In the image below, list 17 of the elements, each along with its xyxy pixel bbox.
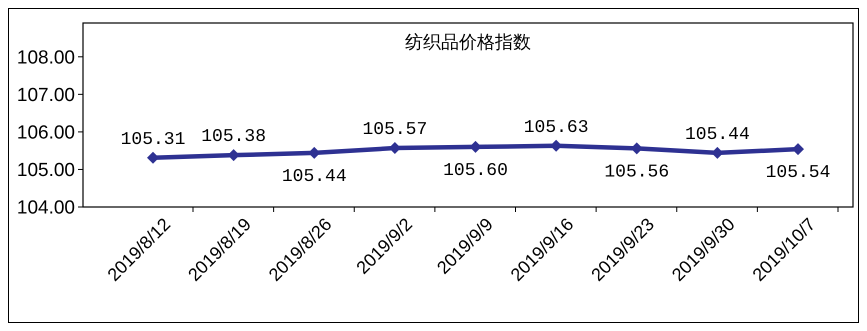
text: 105.44 xyxy=(282,166,347,187)
y-tick-label: 106.00 xyxy=(16,122,75,144)
y-tick-label: 105.00 xyxy=(16,160,75,182)
text: 纺织品价格指数 xyxy=(405,32,531,53)
text: 105.57 xyxy=(362,120,428,140)
point xyxy=(147,152,159,164)
text: 105.31 xyxy=(120,130,186,150)
text: 105.54 xyxy=(766,163,830,184)
text: 105.60 xyxy=(443,160,508,181)
y-tick-label: 108.00 xyxy=(16,47,75,68)
y-tick-label: 107.00 xyxy=(16,84,75,106)
text: 105.44 xyxy=(684,124,750,145)
y-tick-label: 104.00 xyxy=(16,198,75,219)
point xyxy=(792,143,804,156)
text: 105.56 xyxy=(604,162,670,182)
text: 105.63 xyxy=(524,118,589,138)
text: 105.38 xyxy=(201,127,266,148)
